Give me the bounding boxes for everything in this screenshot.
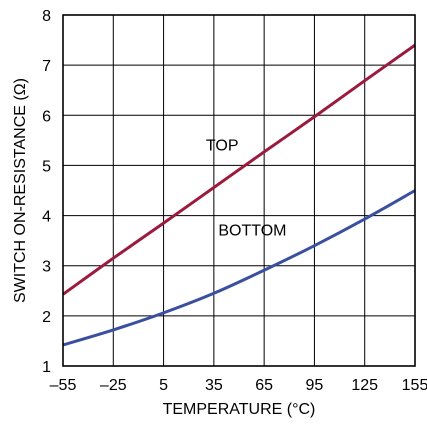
x-axis-label: TEMPERATURE (°C): [163, 401, 316, 418]
tick-labels: –55 –25 5 35 65 95 125 155 1 2 3 4 5 6 7 8: [42, 8, 427, 394]
x-tick-label: 125: [351, 377, 378, 394]
y-tick-label: 5: [42, 158, 51, 175]
y-tick-label: 1: [42, 359, 51, 376]
x-tick-label: 155: [402, 377, 427, 394]
series-annotation-bottom: BOTTOM: [218, 223, 286, 240]
y-tick-label: 4: [42, 209, 51, 226]
y-tick-label: 6: [42, 108, 51, 125]
y-axis-label: SWITCH ON-RESISTANCE (Ω): [12, 78, 29, 303]
annotations: TOP BOTTOM: [206, 137, 287, 239]
x-tick-label: 65: [255, 377, 273, 394]
x-tick-label: 95: [306, 377, 324, 394]
y-tick-label: 7: [42, 58, 51, 75]
y-tick-label: 3: [42, 259, 51, 276]
x-tick-label: –55: [50, 377, 77, 394]
series-lines: [62, 43, 416, 347]
series-line-bottom: [62, 189, 416, 347]
series-line-top: [62, 43, 416, 296]
x-tick-label: 35: [205, 377, 223, 394]
x-tick-label: 5: [159, 377, 168, 394]
grid: [63, 15, 415, 366]
y-tick-label: 2: [42, 309, 51, 326]
series-annotation-top: TOP: [206, 137, 239, 154]
x-tick-label: –25: [100, 377, 127, 394]
y-tick-label: 8: [42, 8, 51, 25]
plot-frame: [62, 14, 416, 367]
